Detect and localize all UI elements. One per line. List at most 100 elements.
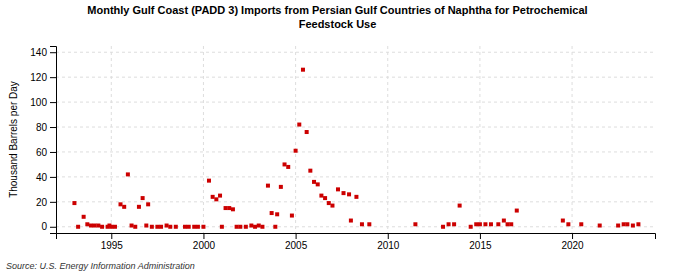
point [347, 192, 351, 196]
point [119, 202, 123, 206]
point [474, 222, 478, 226]
tick-mark [50, 177, 56, 178]
point [579, 222, 583, 226]
point [286, 165, 290, 169]
grid-line [479, 46, 480, 233]
grid-line [56, 151, 655, 152]
point [342, 191, 346, 195]
tick-label: 2005 [285, 240, 308, 251]
point [165, 224, 169, 228]
tick-mark [203, 233, 204, 239]
point [141, 196, 145, 200]
y-axis: 020406080100120140 [30, 47, 56, 234]
point [367, 222, 371, 226]
grid-line [56, 52, 655, 53]
tick-mark [111, 233, 112, 239]
point [441, 225, 445, 229]
point [260, 225, 264, 229]
tick-label: 60 [36, 147, 48, 158]
point [622, 222, 626, 226]
point [196, 225, 200, 229]
point [279, 185, 283, 189]
tick: 2010 [377, 233, 400, 251]
title: Monthly Gulf Coast (PADD 3) Imports from… [87, 4, 587, 30]
point [301, 68, 305, 72]
point [636, 222, 640, 226]
tick: 2020 [561, 233, 584, 251]
point [231, 207, 235, 211]
point [187, 225, 191, 229]
point [330, 204, 334, 208]
tick: 100 [30, 97, 56, 108]
point [137, 205, 141, 209]
point [413, 222, 417, 226]
tick-mark [50, 227, 56, 228]
point [235, 225, 239, 229]
source: Source: U.S. Energy Information Administ… [6, 261, 195, 271]
point [509, 222, 513, 226]
tick-label: 2015 [469, 240, 492, 251]
point [183, 225, 187, 229]
plot: 1995200020052010201520200204060801001201… [30, 46, 655, 251]
tick: 1995 [101, 233, 124, 251]
tick-label: 2020 [561, 240, 584, 251]
point [312, 180, 316, 184]
tick-label: 1995 [101, 240, 124, 251]
point [452, 222, 456, 226]
tick-mark [480, 233, 481, 239]
grid-line [56, 127, 655, 128]
point [109, 225, 113, 229]
tick: 40 [36, 172, 56, 183]
point [502, 219, 506, 223]
grid-line [387, 46, 388, 233]
point [122, 205, 126, 209]
point [506, 222, 510, 226]
point [447, 222, 451, 226]
point [327, 201, 331, 205]
tick: 120 [30, 72, 56, 83]
tick-label: 40 [36, 172, 48, 183]
point [224, 206, 228, 210]
point [616, 224, 620, 228]
point [201, 225, 205, 229]
tick: 2005 [285, 233, 308, 251]
grid-line [203, 46, 204, 233]
point [130, 224, 134, 228]
point [489, 222, 493, 226]
point [168, 225, 172, 229]
tick-mark [50, 102, 56, 103]
point [297, 123, 301, 127]
tick-mark [296, 233, 297, 239]
point [82, 215, 86, 219]
tick-mark [388, 233, 389, 239]
point [146, 202, 150, 206]
point [496, 222, 500, 226]
point [469, 225, 473, 229]
grid-line [111, 46, 112, 233]
point [100, 225, 104, 229]
tick-mark [572, 233, 573, 239]
tick: 20 [36, 197, 56, 208]
point [159, 225, 163, 229]
point [360, 222, 364, 226]
point [192, 225, 196, 229]
point [354, 195, 358, 199]
point [249, 224, 253, 228]
tick: 2015 [469, 233, 492, 251]
point [214, 197, 218, 201]
point [319, 194, 323, 198]
point [266, 184, 270, 188]
y-axis-label: Thousand Barrels per Day [8, 81, 19, 198]
tick-label: 100 [30, 97, 47, 108]
grid-line [295, 46, 296, 233]
point [207, 179, 211, 183]
tick-label: 120 [30, 72, 47, 83]
point [218, 194, 222, 198]
point [458, 204, 462, 208]
chart: 1995200020052010201520200204060801001201… [0, 0, 675, 275]
point [566, 222, 570, 226]
point [290, 214, 294, 218]
point [316, 182, 320, 186]
point [275, 212, 279, 216]
point [478, 222, 482, 226]
